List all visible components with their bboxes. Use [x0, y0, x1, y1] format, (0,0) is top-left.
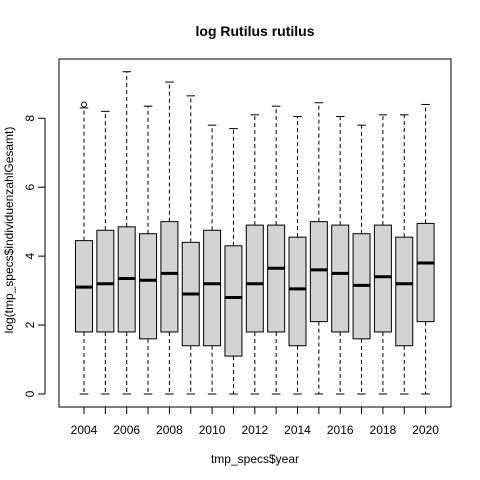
box-2014 — [288, 116, 307, 395]
iqr-box — [224, 245, 243, 357]
chart-title: log Rutilus rutilus — [196, 23, 315, 39]
y-tick-label: 2 — [23, 321, 37, 328]
y-tick-label: 4 — [23, 252, 37, 259]
box-2004 — [75, 101, 93, 395]
boxes-layer — [75, 71, 435, 395]
iqr-box — [288, 236, 307, 347]
box-2013 — [267, 105, 286, 395]
outlier-point — [81, 101, 87, 108]
y-tick-label: 8 — [23, 115, 37, 122]
x-tick-label: 2016 — [327, 423, 354, 437]
iqr-box — [203, 229, 222, 347]
box-2007 — [139, 105, 158, 395]
iqr-box — [309, 221, 328, 323]
x-tick-label: 2006 — [113, 423, 140, 437]
box-2010 — [203, 124, 222, 395]
y-tick-label: 6 — [23, 184, 37, 191]
box-2012 — [245, 114, 264, 395]
box-2005 — [96, 110, 115, 395]
x-tick-label: 2008 — [156, 423, 183, 437]
y-axis: 0 2 4 6 8 — [23, 115, 46, 397]
box-2016 — [331, 116, 350, 395]
box-2008 — [160, 81, 179, 395]
iqr-box — [331, 224, 350, 333]
y-axis-label: log(tmp_specs$individuenzahlGesamt) — [2, 127, 16, 334]
iqr-box — [96, 229, 115, 333]
x-tick-label: 2012 — [241, 423, 268, 437]
iqr-box — [395, 236, 414, 347]
x-tick-label: 2010 — [199, 423, 226, 437]
iqr-box — [139, 233, 158, 340]
y-tick-label: 0 — [23, 390, 37, 397]
box-2020 — [416, 103, 435, 395]
box-2019 — [395, 114, 414, 395]
iqr-box — [373, 224, 392, 333]
box-2006 — [117, 71, 136, 395]
x-axis-label: tmp_specs$year — [211, 452, 299, 466]
x-tick-label: 2018 — [370, 423, 397, 437]
box-2009 — [181, 95, 200, 395]
iqr-box — [416, 222, 435, 323]
iqr-box — [245, 224, 264, 333]
x-tick-label: 2004 — [71, 423, 98, 437]
x-tick-label: 2014 — [284, 423, 311, 437]
x-axis: 2004 2006 2008 2010 2012 2014 2016 2018 2020 — [71, 406, 439, 437]
iqr-box — [160, 221, 179, 333]
box-2011 — [224, 128, 243, 395]
iqr-box — [267, 224, 286, 333]
x-tick-label: 2020 — [412, 423, 439, 437]
box-2017 — [352, 124, 371, 395]
box-2015 — [309, 102, 328, 395]
box-2018 — [373, 114, 392, 395]
